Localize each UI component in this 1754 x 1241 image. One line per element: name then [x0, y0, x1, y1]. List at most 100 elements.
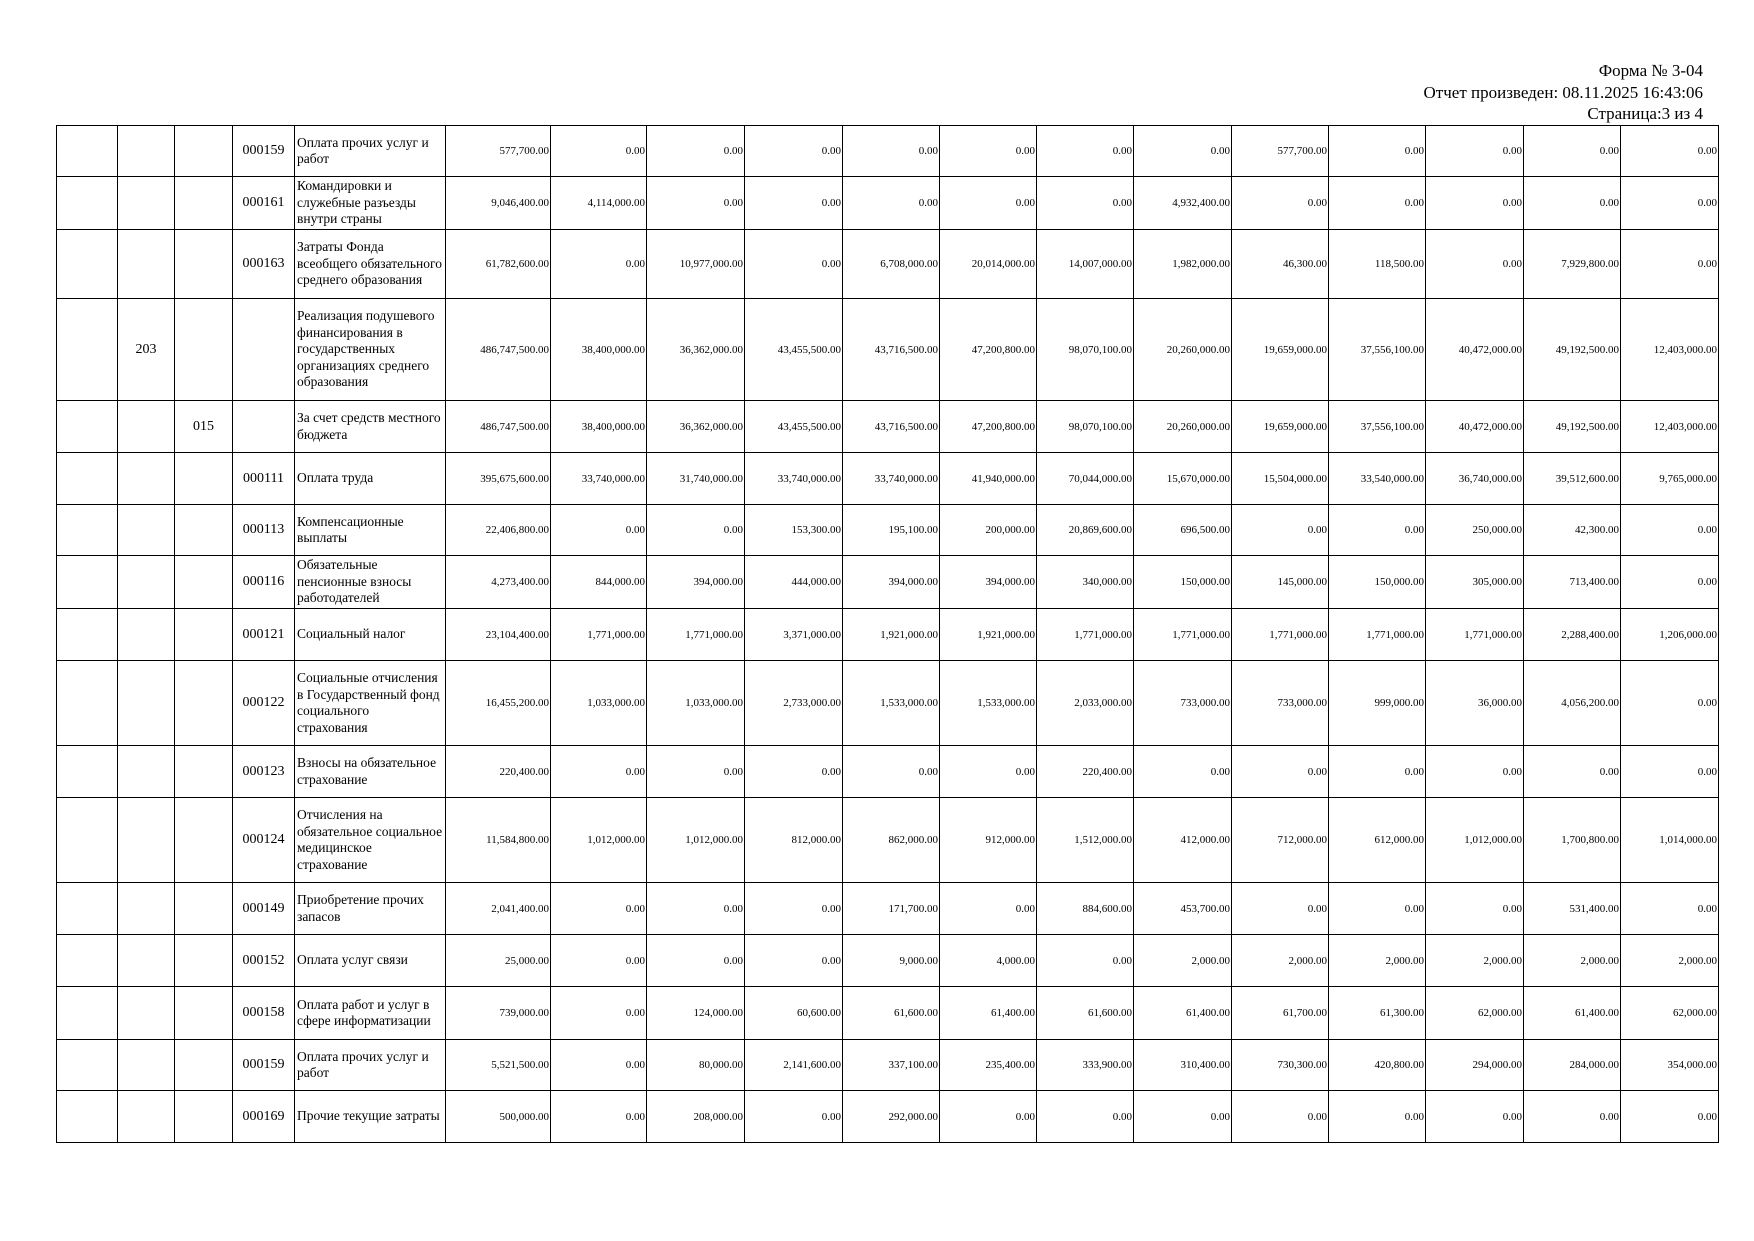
- generated-at: Отчет произведен: 08.11.2025 16:43:06: [1423, 82, 1703, 102]
- specifics-code: [232, 298, 295, 401]
- amount: 2,141,600.00: [744, 1039, 843, 1091]
- amount: 0.00: [1328, 745, 1426, 798]
- table-row: 000116 Обязательные пенсионные взносы раб…: [56, 555, 1719, 609]
- table-row: 000111 Оплата труда 395,675,600.00 33,740,0…: [56, 452, 1719, 505]
- group-cell: [56, 452, 118, 505]
- amount: 98,070,100.00: [1036, 400, 1134, 453]
- amount: 0.00: [1620, 745, 1719, 798]
- amount: 43,716,500.00: [842, 400, 940, 453]
- amount: 15,504,000.00: [1231, 452, 1329, 505]
- amount: 41,940,000.00: [939, 452, 1037, 505]
- program-cell: [117, 986, 175, 1040]
- amount: 37,556,100.00: [1328, 298, 1426, 401]
- table-row: 000163 Затраты Фонда всеобщего обязательн…: [56, 229, 1719, 299]
- subprogram-cell: [174, 125, 233, 177]
- amount: 0.00: [1231, 882, 1329, 935]
- amount: 577,700.00: [1231, 125, 1329, 177]
- amount: 12,403,000.00: [1620, 298, 1719, 401]
- group-cell: [56, 555, 118, 609]
- amount: 739,000.00: [445, 986, 551, 1040]
- amount: 0.00: [550, 504, 647, 556]
- amount: 5,521,500.00: [445, 1039, 551, 1091]
- amount: 1,771,000.00: [1328, 608, 1426, 661]
- amount: 36,740,000.00: [1425, 452, 1524, 505]
- amount: 394,000.00: [842, 555, 940, 609]
- amount: 2,041,400.00: [445, 882, 551, 935]
- amount: 0.00: [1425, 882, 1524, 935]
- amount: 47,200,800.00: [939, 400, 1037, 453]
- subprogram-cell: [174, 797, 233, 883]
- amount: 1,033,000.00: [646, 660, 745, 746]
- amount: 0.00: [744, 882, 843, 935]
- amount: 1,982,000.00: [1133, 229, 1232, 299]
- amount: 0.00: [1425, 1090, 1524, 1143]
- amount: 0.00: [1036, 125, 1134, 177]
- amount: 0.00: [646, 745, 745, 798]
- program-cell: [117, 400, 175, 453]
- amount: 0.00: [1133, 1090, 1232, 1143]
- amount: 612,000.00: [1328, 797, 1426, 883]
- amount: 0.00: [744, 176, 843, 230]
- amount: 61,400.00: [1523, 986, 1621, 1040]
- amount: 43,716,500.00: [842, 298, 940, 401]
- specifics-code: 000149: [232, 882, 295, 935]
- amount: 33,740,000.00: [744, 452, 843, 505]
- amount: 444,000.00: [744, 555, 843, 609]
- form-number: Форма № 3-04: [1598, 61, 1703, 80]
- amount: 862,000.00: [842, 797, 940, 883]
- amount: 2,000.00: [1425, 934, 1524, 987]
- amount: 80,000.00: [646, 1039, 745, 1091]
- item-name: Оплата прочих услуг и работ: [294, 125, 446, 177]
- amount: 0.00: [1425, 176, 1524, 230]
- amount: 577,700.00: [445, 125, 551, 177]
- amount: 7,929,800.00: [1523, 229, 1621, 299]
- amount: 25,000.00: [445, 934, 551, 987]
- item-name: Обязательные пенсионные взносы работодат…: [294, 555, 446, 609]
- amount: 0.00: [1133, 745, 1232, 798]
- amount: 200,000.00: [939, 504, 1037, 556]
- amount: 0.00: [1036, 176, 1134, 230]
- amount: 394,000.00: [646, 555, 745, 609]
- amount: 43,455,500.00: [744, 400, 843, 453]
- amount: 1,771,000.00: [1425, 608, 1524, 661]
- amount: 354,000.00: [1620, 1039, 1719, 1091]
- item-name: Оплата прочих услуг и работ: [294, 1039, 446, 1091]
- amount: 14,007,000.00: [1036, 229, 1134, 299]
- amount: 912,000.00: [939, 797, 1037, 883]
- program-cell: [117, 608, 175, 661]
- subprogram-cell: [174, 176, 233, 230]
- amount: 394,000.00: [939, 555, 1037, 609]
- item-name: За счет средств местного бюджета: [294, 400, 446, 453]
- table-row: 000123 Взносы на обязательное страхование…: [56, 745, 1719, 798]
- amount: 0.00: [550, 882, 647, 935]
- amount: 61,400.00: [1133, 986, 1232, 1040]
- amount: 98,070,100.00: [1036, 298, 1134, 401]
- amount: 0.00: [1328, 125, 1426, 177]
- amount: 713,400.00: [1523, 555, 1621, 609]
- amount: 47,200,800.00: [939, 298, 1037, 401]
- amount: 340,000.00: [1036, 555, 1134, 609]
- amount: 10,977,000.00: [646, 229, 745, 299]
- table-row: 000124 Отчисления на обязательное социаль…: [56, 797, 1719, 883]
- amount: 0.00: [1133, 125, 1232, 177]
- amount: 60,600.00: [744, 986, 843, 1040]
- table-row: 000149 Приобретение прочих запасов 2,041,4…: [56, 882, 1719, 935]
- group-cell: [56, 882, 118, 935]
- amount: 0.00: [646, 934, 745, 987]
- amount: 0.00: [842, 176, 940, 230]
- group-cell: [56, 797, 118, 883]
- amount: 2,000.00: [1231, 934, 1329, 987]
- amount: 0.00: [939, 882, 1037, 935]
- table-row: 000159 Оплата прочих услуг и работ 5,521,5…: [56, 1039, 1719, 1091]
- subprogram-cell: [174, 1039, 233, 1091]
- amount: 0.00: [1425, 229, 1524, 299]
- amount: 1,206,000.00: [1620, 608, 1719, 661]
- subprogram-cell: [174, 745, 233, 798]
- subprogram-cell: [174, 934, 233, 987]
- amount: 70,044,000.00: [1036, 452, 1134, 505]
- subprogram-cell: [174, 882, 233, 935]
- amount: 0.00: [744, 1090, 843, 1143]
- table-row: 000122 Социальные отчисления в Государств…: [56, 660, 1719, 746]
- amount: 0.00: [1231, 745, 1329, 798]
- table-row: 000152 Оплата услуг связи 25,000.00 0.00 0.0…: [56, 934, 1719, 987]
